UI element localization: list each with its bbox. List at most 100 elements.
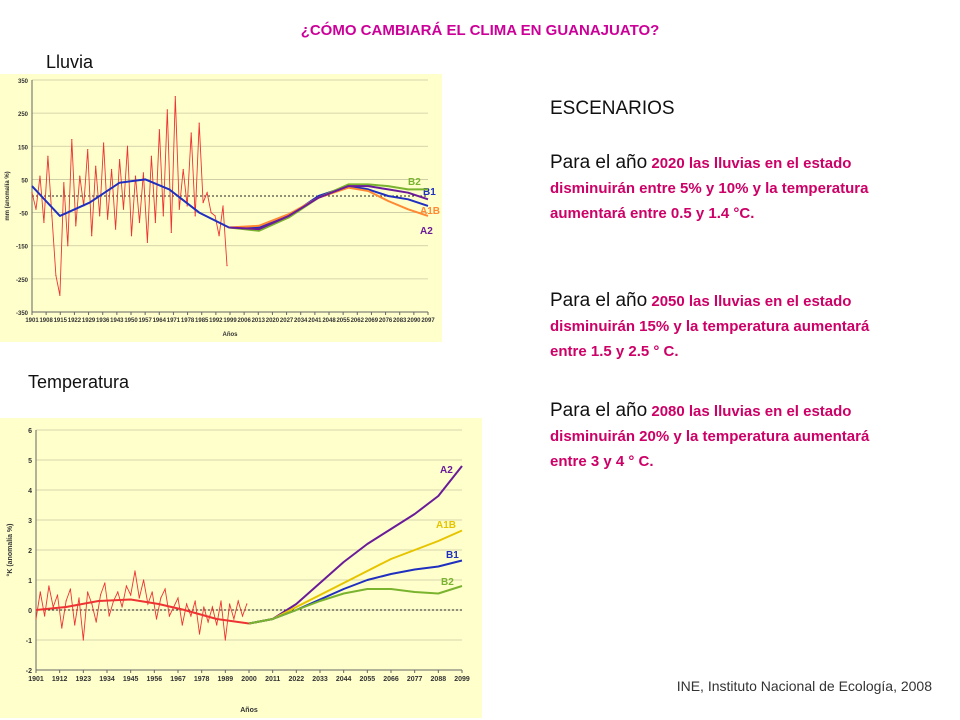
x-tick-label: 1908 [39,318,53,324]
x-tick-label: 1901 [28,676,44,683]
x-tick-label: 2020 [266,318,280,324]
series-label-a1b: A1B [436,520,456,531]
y-tick-label: 350 [18,79,29,85]
observed-point [67,245,69,247]
x-tick-label: 1936 [96,318,110,324]
series-label-b2: B2 [408,177,421,188]
x-tick-label: 2034 [294,318,308,324]
observed-point [59,294,61,297]
scenario-2020: Para el año 2020 las lluvias en el estad… [550,150,910,226]
observed-point [130,594,132,596]
x-tick-label: 2077 [407,676,423,683]
series-label-a2: A2 [440,465,453,476]
x-tick-label: 2069 [365,318,379,324]
x-tick-label: 2041 [308,318,322,324]
observed-point [95,165,97,167]
x-tick-label: 2006 [237,318,251,324]
observed-point [203,606,205,608]
observed-point [147,603,149,605]
observed-point [74,624,76,626]
observed-point [110,168,113,171]
observed-point [210,211,212,214]
x-tick-label: 1943 [110,318,124,324]
x-tick-label: 2066 [383,676,399,683]
x-tick-label: 2090 [407,318,421,324]
observed-point [47,155,49,157]
observed-point [69,588,72,590]
observed-point [164,588,166,590]
observed-point [222,205,224,207]
page-title: ¿CÓMO CAMBIARÁ EL CLIMA EN GUANAJUATO? [300,22,660,39]
observed-point [207,621,209,623]
observed-point [150,155,152,157]
observed-point [121,606,123,608]
x-tick-label: 1929 [82,318,96,324]
series-line-a1b [228,186,429,229]
series-label-a2: A2 [420,226,433,237]
x-tick-label: 1950 [124,318,138,324]
observed-point [160,597,162,599]
x-tick-label: 1992 [209,318,223,324]
x-tick-label: 1923 [76,676,92,683]
observed-point [134,570,136,572]
observed-point [114,228,117,230]
observed-point [71,139,73,141]
observed-point [78,597,80,599]
observed-point [79,175,81,177]
observed-point [142,172,145,174]
observed-point [194,600,196,602]
series-line-a2 [228,185,429,231]
x-tick-label: 2097 [421,318,435,324]
x-tick-label: 1964 [153,318,167,324]
x-tick-label: 2011 [265,676,280,683]
observed-point [63,182,65,184]
observed-point [107,218,109,220]
y-tick-label: -350 [16,311,29,317]
observed-point [162,215,164,217]
y-tick-label: 6 [28,428,32,435]
series-line-b2 [228,183,428,232]
observed-point [125,585,127,587]
series-label-a1b: A1B [420,206,440,217]
observed-point [158,129,160,131]
x-tick-label: 1978 [194,676,210,683]
observed-series-line [31,96,228,296]
observed-point [138,597,140,599]
observed-point [190,132,192,134]
observed-point [154,221,156,224]
observed-point [216,624,218,626]
observed-point [91,235,93,237]
observed-point [108,615,110,617]
chart-background [0,74,442,342]
x-tick-label: 1957 [138,318,152,324]
observed-point [246,603,248,605]
observed-point [206,192,208,194]
x-tick-label: 1915 [54,318,68,324]
observed-point [202,202,204,204]
observed-point [241,615,244,617]
y-tick-label: -50 [19,212,28,218]
y-tick-label: 0 [28,608,32,615]
x-tick-label: 2022 [289,676,305,683]
observed-point [194,215,196,217]
scenario-lead: Para el año [550,290,648,311]
observed-point [190,615,192,617]
x-tick-label: 2055 [336,318,350,324]
observed-point [95,621,97,623]
observed-point [43,221,45,224]
observed-point [134,175,137,177]
y-tick-label: 150 [18,145,29,151]
x-axis-label: Años [223,332,239,338]
observed-point [130,235,133,237]
temperature-label: Temperatura [28,372,130,392]
observed-point [126,145,129,147]
x-tick-label: 1978 [181,318,195,324]
x-tick-label: 1989 [218,676,234,683]
x-tick-label: 2099 [454,676,470,683]
observed-point [117,591,119,593]
observed-point [99,215,101,217]
y-tick-label: 2 [28,548,32,555]
observed-point [39,175,41,177]
